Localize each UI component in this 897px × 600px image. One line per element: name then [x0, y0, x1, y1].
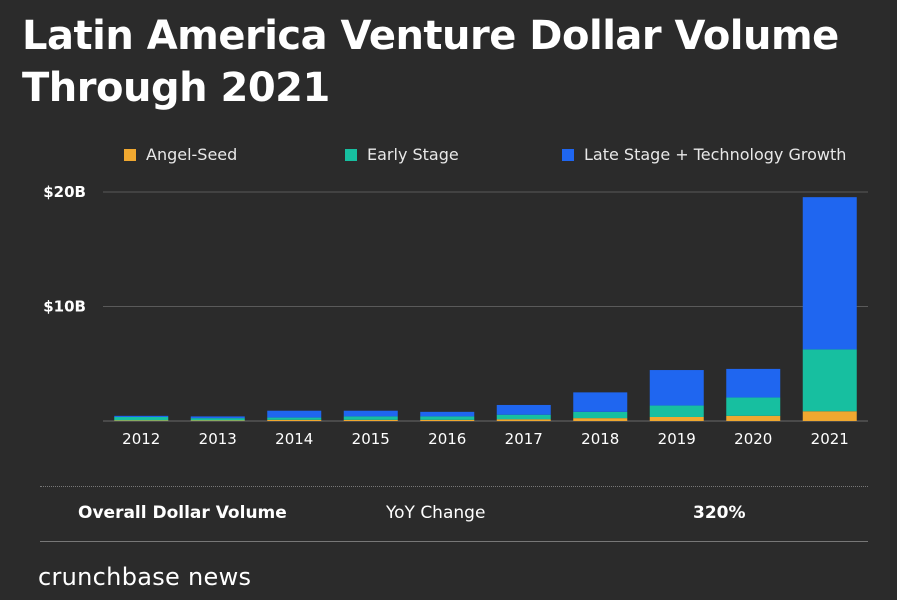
yoy-change-label: YoY Change: [386, 503, 486, 523]
x-tick-label-2019: 2019: [658, 430, 696, 448]
legend-swatch-late-stage: [562, 148, 574, 161]
bar-2020-angel-seed: [726, 415, 781, 421]
bar-2015-late-stage-technology-growth: [343, 410, 398, 417]
x-tick-label-2016: 2016: [428, 430, 466, 448]
legend-item-angel-seed: Angel-Seed: [124, 145, 237, 164]
crunchbase-news-logo: crunchbase news: [38, 563, 252, 591]
legend-swatch-angel-seed: [124, 148, 136, 161]
bar-2021-angel-seed: [802, 411, 857, 421]
bar-2020-early-stage: [726, 397, 781, 416]
bar-2018-early-stage: [573, 411, 628, 419]
bar-2018-angel-seed: [573, 418, 628, 421]
dotted-divider: [40, 486, 868, 487]
bar-2016-angel-seed: [420, 419, 475, 421]
bar-2021-late-stage-technology-growth: [802, 197, 857, 350]
yoy-change-value: 320%: [693, 503, 746, 523]
bar-2014-angel-seed: [267, 419, 322, 421]
legend-label-angel-seed: Angel-Seed: [146, 145, 238, 164]
x-tick-label-2015: 2015: [352, 430, 390, 448]
x-tick-label-2020: 2020: [734, 430, 772, 448]
bar-2016-late-stage-technology-growth: [420, 411, 475, 417]
bar-2019-late-stage-technology-growth: [649, 370, 704, 406]
bar-2017-early-stage: [496, 414, 551, 420]
bar-2020-late-stage-technology-growth: [726, 368, 781, 398]
bar-2012-early-stage: [114, 416, 169, 421]
chart-title: Latin America Venture Dollar Volume Thro…: [22, 10, 882, 114]
bar-2017-late-stage-technology-growth: [496, 404, 551, 415]
chart-title-line-2: Through 2021: [22, 65, 330, 111]
bar-2012-angel-seed: [114, 420, 169, 421]
bar-2015-early-stage: [343, 416, 398, 420]
bar-2013-early-stage: [190, 418, 245, 421]
x-tick-label-2014: 2014: [275, 430, 313, 448]
x-tick-label-2012: 2012: [122, 430, 160, 448]
solid-divider: [40, 541, 868, 542]
y-tick-label: $10B: [43, 298, 86, 316]
legend-label-late-stage: Late Stage + Technology Growth: [584, 145, 847, 164]
y-tick-label: $20B: [43, 183, 86, 201]
bar-2014-late-stage-technology-growth: [267, 410, 322, 418]
x-tick-label-2017: 2017: [505, 430, 543, 448]
chart-legend: Angel-Seed Early Stage Late Stage + Tech…: [0, 145, 897, 167]
bar-2016-early-stage: [420, 416, 475, 420]
legend-label-early-stage: Early Stage: [367, 145, 459, 164]
bar-2013-angel-seed: [190, 420, 245, 421]
bar-2014-early-stage: [267, 417, 322, 420]
x-tick-label-2013: 2013: [199, 430, 237, 448]
bar-2017-angel-seed: [496, 419, 551, 421]
x-tick-label-2018: 2018: [581, 430, 619, 448]
bar-2019-early-stage: [649, 405, 704, 417]
bar-2015-angel-seed: [343, 419, 398, 421]
bar-2018-late-stage-technology-growth: [573, 392, 628, 412]
overall-dollar-volume-label: Overall Dollar Volume: [78, 503, 287, 523]
summary-row: Overall Dollar Volume YoY Change 320%: [0, 503, 897, 527]
legend-item-late-stage: Late Stage + Technology Growth: [562, 145, 846, 164]
x-tick-label-2021: 2021: [811, 430, 849, 448]
bar-2013-late-stage-technology-growth: [190, 416, 245, 419]
chart-title-line-1: Latin America Venture Dollar Volume: [22, 13, 839, 59]
bar-2021-early-stage: [802, 349, 857, 412]
legend-swatch-early-stage: [345, 148, 357, 161]
legend-item-early-stage: Early Stage: [345, 145, 459, 164]
bar-2019-angel-seed: [649, 416, 704, 421]
stacked-bar-chart: $10B $20B 2012 2013 2014 2015 2016 2017 2018 2019…: [43, 183, 868, 448]
bar-2012-late-stage-technology-growth: [114, 415, 169, 417]
